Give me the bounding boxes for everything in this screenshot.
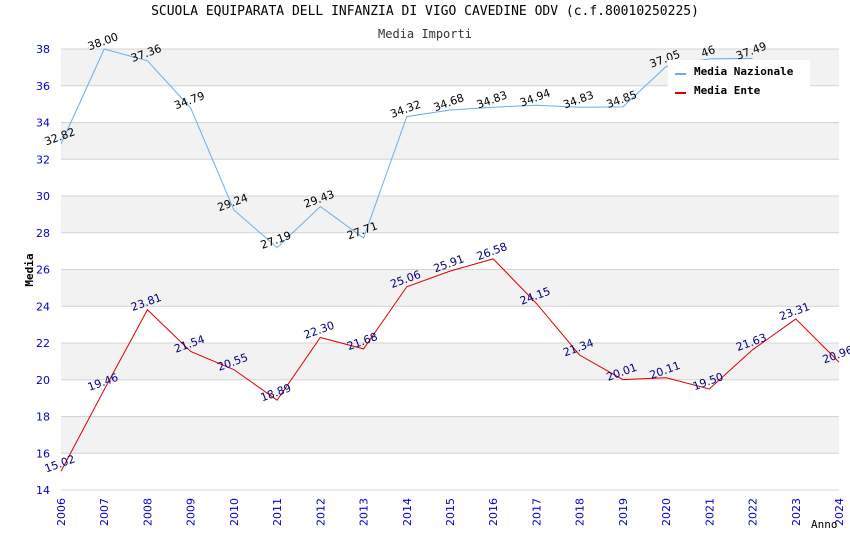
x-tick-label: 2021 [703,498,716,526]
x-tick-label: 2023 [790,498,803,526]
data-label: 46 [699,43,717,60]
plot-band [61,306,839,343]
x-tick-label: 2024 [833,498,846,526]
x-tick-label: 2012 [314,498,327,526]
x-tick-label: 2022 [747,498,760,526]
y-tick-label: 38 [36,43,50,56]
x-tick-label: 2014 [401,498,414,526]
y-tick-label: 18 [36,411,50,424]
plot-band [61,379,839,417]
y-tick-label: 26 [36,264,50,277]
series-lines [60,48,840,472]
x-tick-label: 2008 [141,498,154,526]
plot-band [61,343,839,380]
plot-band [61,416,839,454]
x-axis-ticks: 2006 2007 2008 2009 2010 2011 2012 2013 2014 2015… [55,498,846,526]
series-line-media-nazionale [60,48,753,249]
y-tick-label: 32 [36,153,50,166]
x-tick-label: 2007 [98,498,111,526]
plot-band [61,159,839,196]
x-tick-label: 2018 [574,498,587,526]
x-tick-label: 2013 [358,498,371,526]
x-tick-label: 2010 [228,498,241,526]
y-tick-label: 20 [36,374,50,387]
x-tick-label: 2020 [660,498,673,526]
legend-label-media-nazionale: Media Nazionale [694,65,794,78]
legend: Media Nazionale Media Ente [668,60,810,102]
y-tick-label: 28 [36,227,50,240]
plot-band [61,453,839,490]
x-tick-label: 2011 [271,498,284,526]
x-tick-label: 2019 [617,498,630,526]
plot-band [61,232,839,270]
x-tick-label: 2009 [185,498,198,526]
series-line-media-ente [60,258,840,472]
y-tick-label: 30 [36,190,50,203]
y-axis-label: Media [23,253,36,286]
y-axis-ticks: 14 16 18 20 22 24 26 28 30 32 34 36 38 [36,43,50,497]
grid [61,48,839,491]
chart-title: SCUOLA EQUIPARATA DELL INFANZIA DI VIGO … [151,4,699,19]
legend-box [668,60,810,102]
plot-band [61,196,839,233]
x-tick-label: 2006 [55,498,68,526]
y-tick-label: 34 [36,117,50,130]
plot-band [61,269,839,307]
x-tick-label: 2015 [444,498,457,526]
x-tick-label: 2017 [530,498,543,526]
legend-label-media-ente: Media Ente [694,84,761,97]
chart-subtitle: Media Importi [378,27,472,41]
y-tick-label: 22 [36,337,50,350]
x-tick-label: 2016 [487,498,500,526]
y-tick-label: 24 [36,300,50,313]
y-tick-label: 16 [36,447,50,460]
y-tick-label: 14 [36,484,50,497]
y-tick-label: 36 [36,80,50,93]
x-axis-label: Anno [811,518,838,531]
plot-band [61,122,839,160]
